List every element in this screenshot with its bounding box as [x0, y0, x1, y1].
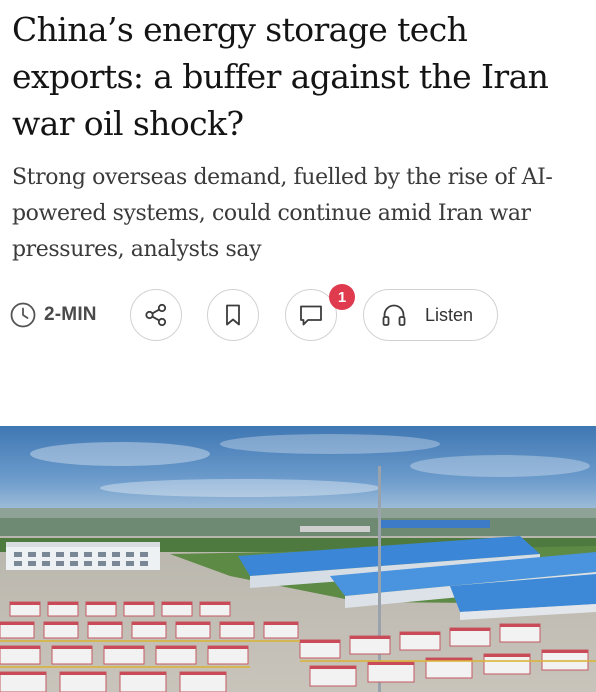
- bookmark-button[interactable]: [207, 289, 259, 341]
- headphones-icon: [382, 304, 406, 326]
- read-time-label: 2-MIN: [44, 304, 97, 325]
- bookmark-icon: [226, 304, 240, 326]
- article-headline: China’s energy storage tech exports: a b…: [12, 10, 549, 143]
- clock-icon: [10, 302, 36, 328]
- article-subheadline: Strong overseas demand, fuelled by the r…: [12, 165, 553, 262]
- share-icon: [145, 303, 167, 327]
- hero-photo: [0, 426, 596, 692]
- share-button[interactable]: [130, 289, 182, 341]
- energy-storage-site-photo: [0, 426, 596, 692]
- listen-label: Listen: [425, 304, 474, 325]
- listen-button[interactable]: Listen: [363, 289, 498, 341]
- article-action-bar: 2-MIN 1 Listen: [10, 284, 596, 342]
- comment-icon: [300, 305, 322, 326]
- comment-count-badge: 1: [329, 284, 355, 310]
- read-time: 2-MIN: [10, 301, 97, 329]
- comment-button[interactable]: [285, 289, 337, 341]
